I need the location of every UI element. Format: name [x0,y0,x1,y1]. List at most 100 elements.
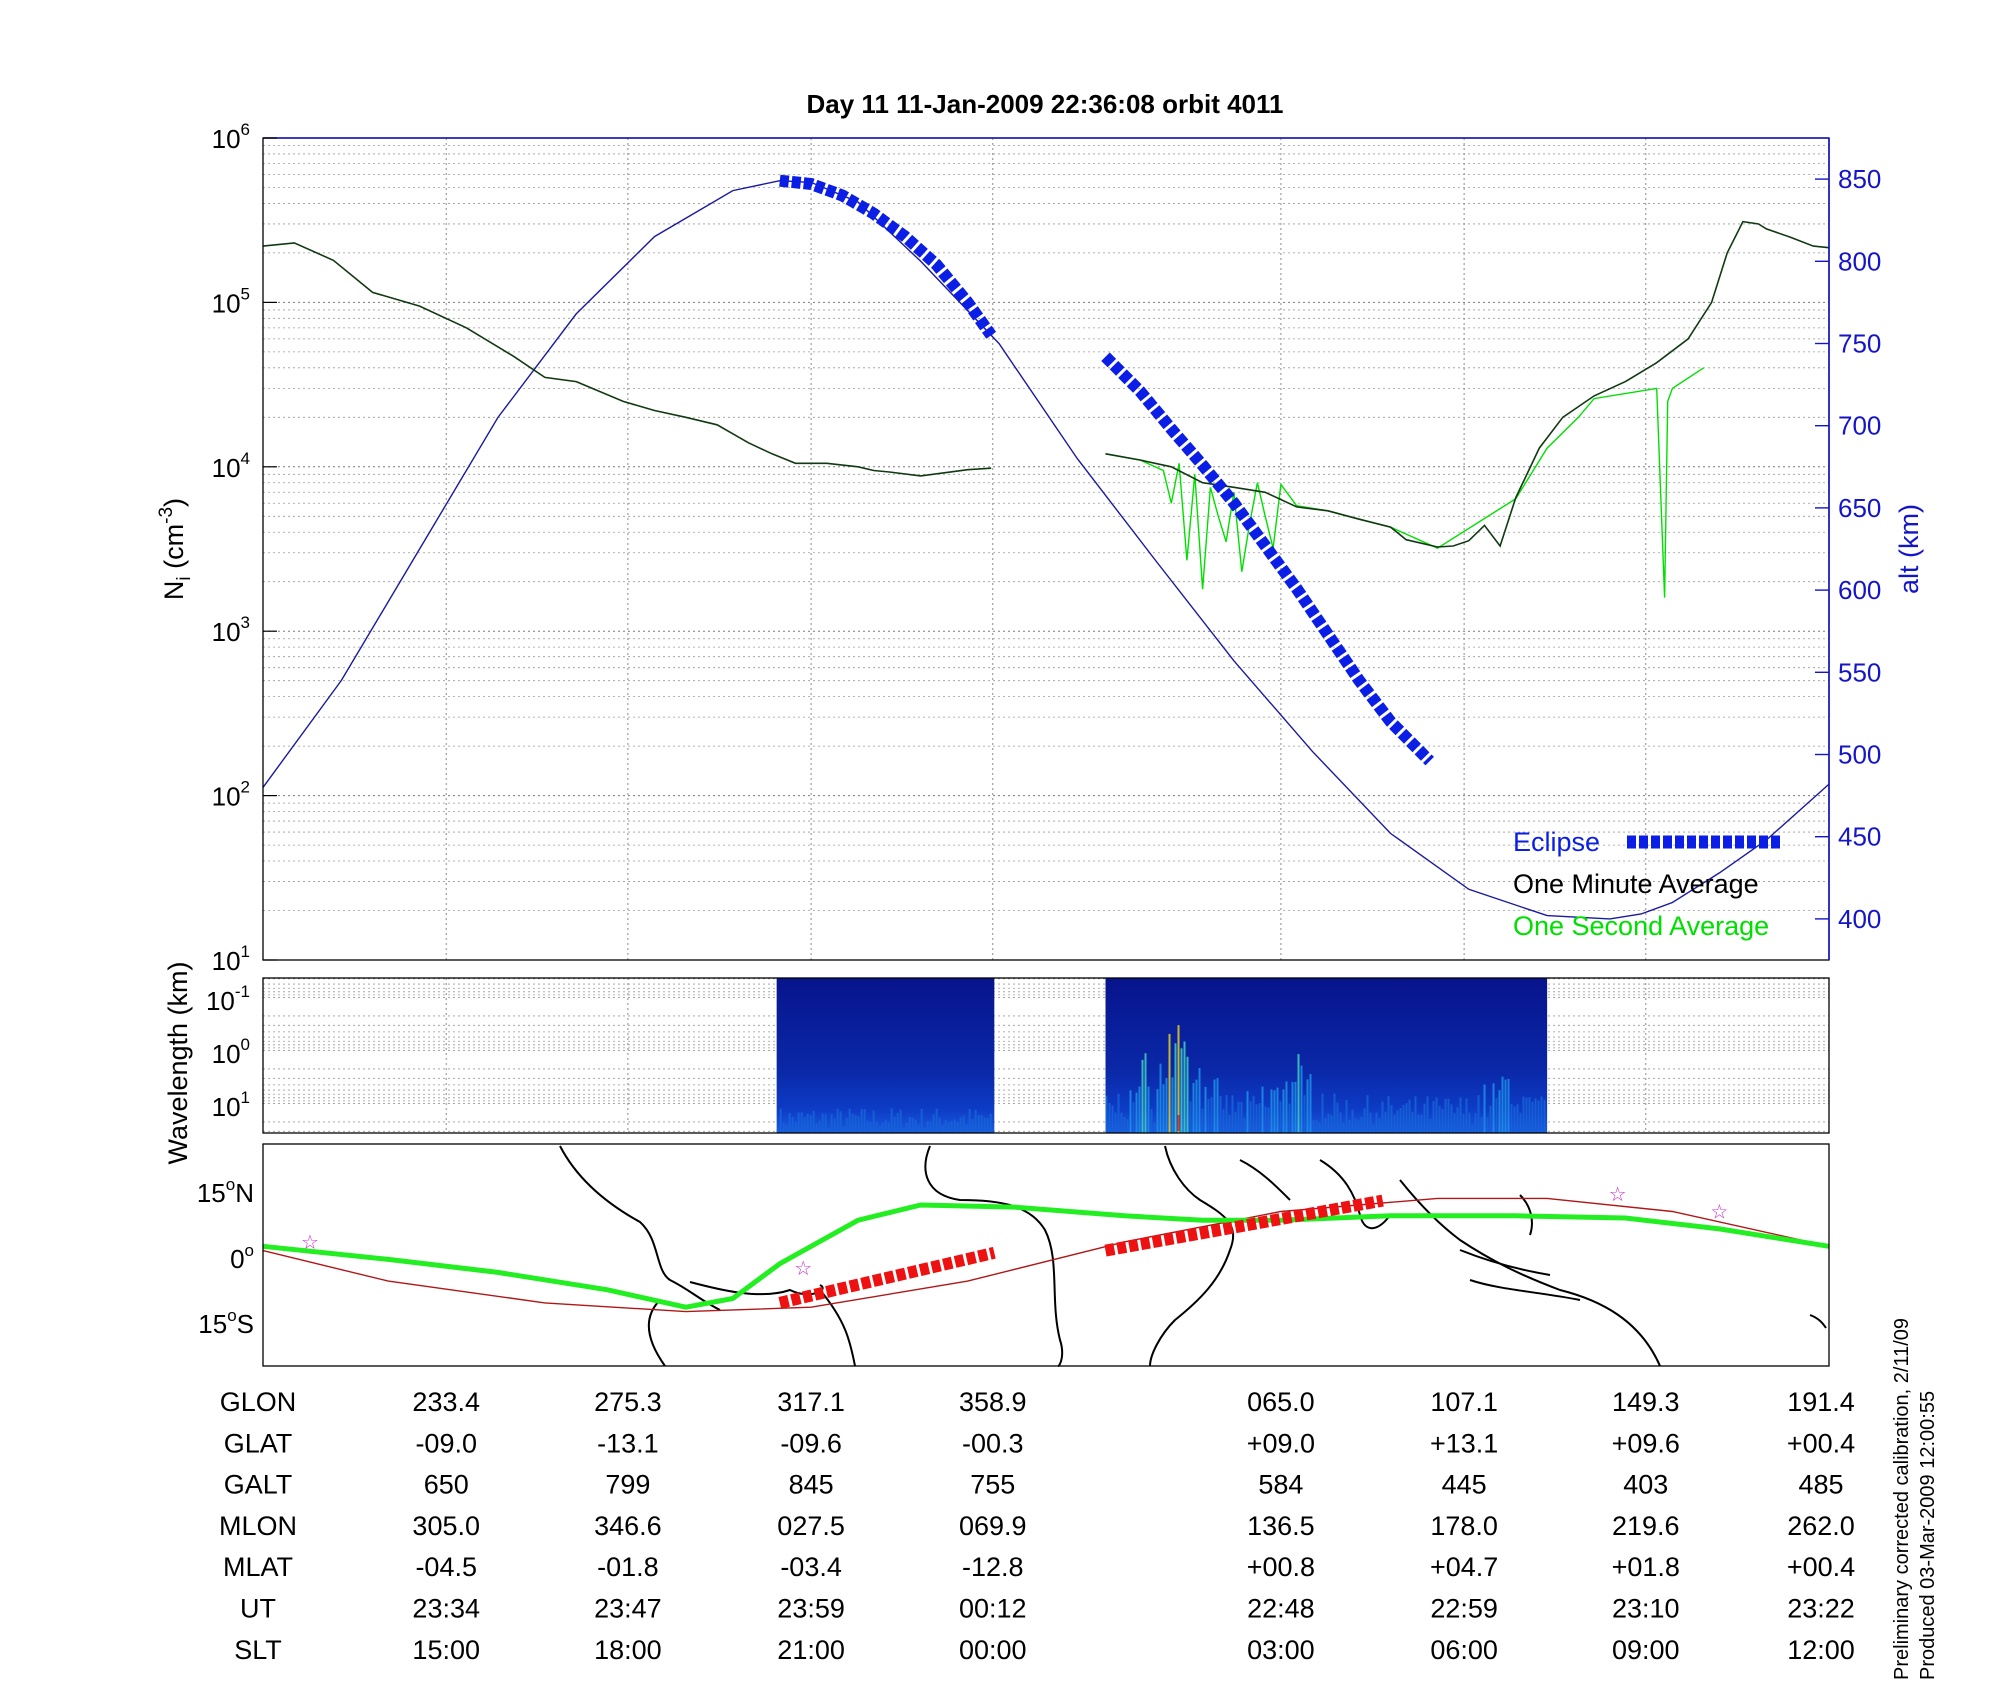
spectrogram-segment [776,978,995,1133]
spectrogram-bin [1513,1106,1516,1133]
spectrogram-bin [947,1122,950,1133]
spectrogram-panel: 10-1 100 101 Wavelength (km) [163,961,1830,1165]
table-cell: 069.9 [959,1511,1027,1541]
spectrogram-bin [977,1115,980,1133]
spectrogram-bin [1240,1101,1243,1133]
spectrogram-bin [1441,1108,1444,1133]
spectrogram-bin [1177,1025,1180,1133]
spec-y-tick-label: 101 [212,1088,250,1122]
spectrogram-bin [833,1118,836,1133]
coastline-segment [1469,1279,1581,1301]
spectrogram-bin [1291,1082,1294,1133]
y-tick-label: 102 [212,778,250,812]
spectrogram-bin [1528,1097,1531,1133]
coastline-segment [1239,1159,1291,1201]
spectrogram-bin [1222,1109,1225,1133]
density-y-ticks: 101 102 103 104 105 106 [212,120,277,976]
spectrogram-bin [1471,1124,1474,1133]
spectrogram-bin [956,1121,959,1133]
spectrogram-bin [1423,1103,1426,1133]
table-cell: -01.8 [597,1552,659,1582]
spectrogram-bin [1144,1053,1147,1133]
spectrogram-bin [1159,1063,1162,1133]
y-tick-label: 104 [212,449,250,483]
spectrogram-bin [1285,1081,1288,1133]
spectrogram-bin [1372,1124,1375,1133]
spectrogram-bin [899,1109,902,1133]
table-cell: 403 [1623,1470,1668,1500]
spectrogram-bin [1462,1113,1465,1133]
spectrogram-bin [1477,1095,1480,1133]
spectrogram-bin [941,1125,944,1133]
spectrogram-bin [1303,1095,1306,1133]
coastline-segment [1519,1194,1533,1236]
density-plot-area [263,138,1829,960]
legend-second-label: One Second Average [1513,911,1769,941]
spectrogram-bin [1483,1084,1486,1133]
spectrogram-bin [1435,1097,1438,1133]
spectrogram-bin [797,1112,800,1133]
spectrogram-bin [1183,1041,1186,1133]
spectrogram-bin [1228,1115,1231,1133]
spectrogram-bin [1408,1099,1411,1133]
spectrogram-bin [944,1120,947,1133]
table-cell: 06:00 [1430,1635,1498,1665]
table-cell: 346.6 [594,1511,662,1541]
spectrogram-bin [818,1120,821,1133]
table-cell: 18:00 [594,1635,662,1665]
spectrogram-bin [1414,1096,1417,1133]
spectrogram-bin [1393,1114,1396,1133]
table-cell: 027.5 [777,1511,845,1541]
spectrogram-bin [896,1112,899,1133]
table-cell: 219.6 [1612,1511,1680,1541]
spectrogram-bin [1348,1120,1351,1133]
table-cell: +13.1 [1430,1428,1498,1458]
spectrogram-bin [1444,1098,1447,1133]
table-cell: +00.8 [1247,1552,1315,1582]
spectrogram-bin [863,1109,866,1133]
spectrogram-bin [1417,1114,1420,1133]
spectrogram-bin [1171,1077,1174,1133]
spectrogram-bin [1297,1054,1300,1133]
spectrogram-bin [1252,1096,1255,1133]
magnetic-equator-star: ☆ [1609,1184,1627,1206]
y-tick-label: 103 [212,613,250,647]
spectrogram-frame [262,977,1830,1134]
spectrogram-bin [1363,1108,1366,1133]
spectrogram-bin [860,1108,863,1133]
spectrogram-bin [911,1117,914,1133]
table-cell: 03:00 [1247,1635,1315,1665]
table-cell: 584 [1258,1470,1303,1500]
spectrogram-bin [1342,1122,1345,1133]
spectrogram-bin [932,1114,935,1133]
spectrogram-bin [1360,1116,1363,1133]
spectrogram-bin [1273,1090,1276,1133]
spectrogram-bin [968,1109,971,1133]
spectrogram-bin [1150,1109,1153,1133]
spectrogram-bin [1279,1101,1282,1133]
table-cell: 21:00 [777,1635,845,1665]
eclipse-map-segment [778,1246,996,1309]
footnote-produced: Produced 03-Mar-2009 12:00:55 [1917,1391,1939,1680]
table-cell: 136.5 [1247,1511,1315,1541]
spectrogram-bin [1141,1059,1144,1133]
altitude-tick-label: 700 [1838,411,1881,441]
spectrogram-bin [1135,1092,1138,1133]
table-cell: -09.6 [780,1428,842,1458]
altitude-tick-label: 550 [1838,657,1881,687]
spectrogram-bin [1495,1098,1498,1133]
spectrogram-bin [1429,1118,1432,1133]
spectrogram-bin [785,1124,788,1133]
spectrogram-bin [926,1120,929,1133]
spectrogram-bin [1330,1115,1333,1133]
spectrogram-bin [1510,1103,1513,1133]
table-cell: +00.4 [1787,1552,1855,1582]
table-cell: +09.6 [1612,1428,1680,1458]
spec-y-tick-label: 100 [212,1035,250,1069]
spectrogram-bin [1186,1056,1189,1133]
spectrogram-bin [1315,1120,1318,1133]
y-tick-label: 105 [212,284,250,318]
spectrogram-bin [1270,1089,1273,1133]
spectrogram-bin [1537,1100,1540,1133]
